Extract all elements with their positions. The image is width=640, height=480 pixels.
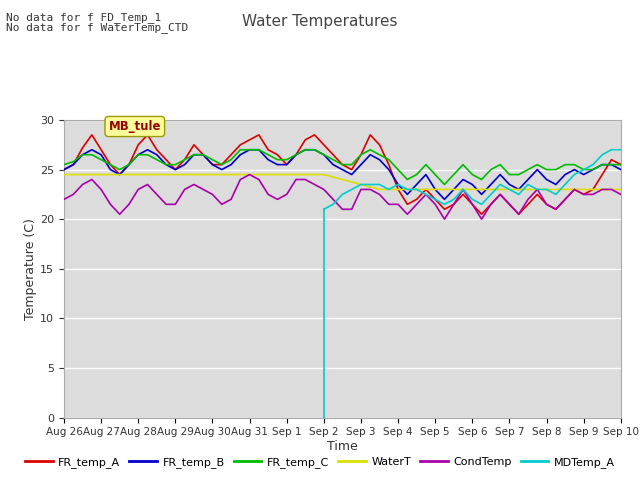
Y-axis label: Temperature (C): Temperature (C) <box>24 218 37 320</box>
Text: Water Temperatures: Water Temperatures <box>243 14 397 29</box>
Text: No data for f FD_Temp_1: No data for f FD_Temp_1 <box>6 12 162 23</box>
Legend: FR_temp_A, FR_temp_B, FR_temp_C, WaterT, CondTemp, MDTemp_A: FR_temp_A, FR_temp_B, FR_temp_C, WaterT,… <box>20 452 620 472</box>
Text: No data for f WaterTemp_CTD: No data for f WaterTemp_CTD <box>6 22 189 33</box>
X-axis label: Time: Time <box>327 440 358 453</box>
Text: MB_tule: MB_tule <box>109 120 161 133</box>
